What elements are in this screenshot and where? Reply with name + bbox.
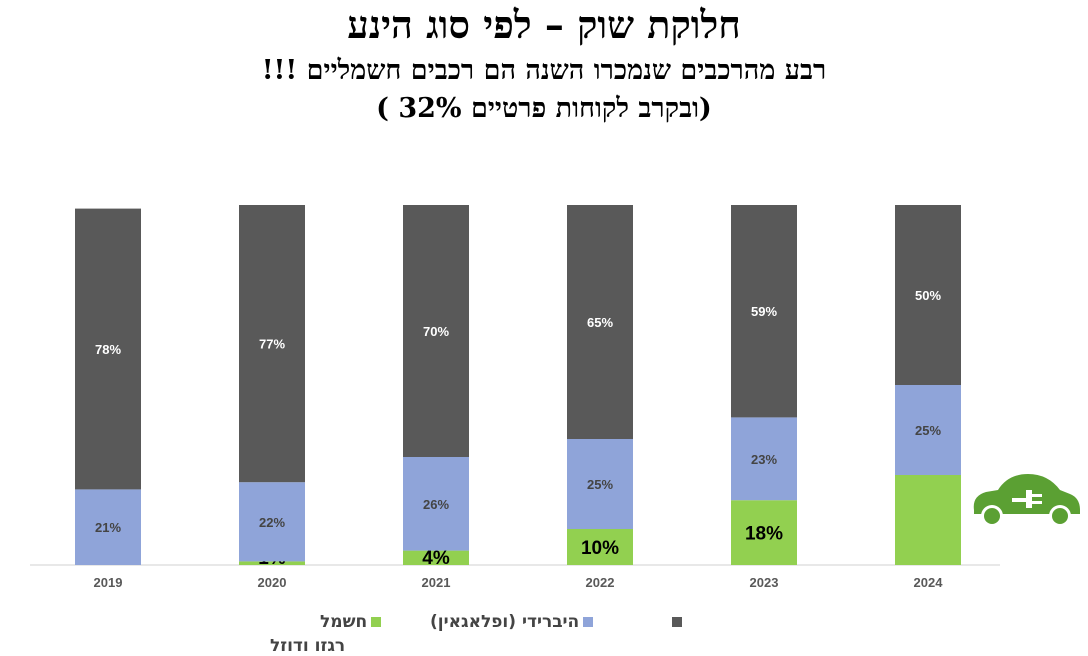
stacked-bar-chart: 0%21%78%20191%22%77%20204%26%70%202110%2…	[30, 205, 1000, 590]
bar-segment	[403, 457, 469, 551]
data-label: 65%	[587, 315, 613, 330]
bar-segment	[403, 205, 469, 457]
legend-swatch	[371, 617, 382, 627]
chart-subtitle-2: (ובקרב לקוחות פרטיים 32% )	[376, 93, 712, 124]
bar-segment	[239, 205, 305, 483]
bar-segment	[731, 500, 797, 565]
chart-title: חלוקת שוק – לפי סוג הינע	[347, 2, 741, 47]
data-label: 50%	[915, 288, 941, 303]
chart-subtitle: רבע מהרכבים שנמכרו השנה הם רכבים חשמליים…	[261, 55, 827, 86]
data-label: 18%	[745, 524, 783, 545]
x-tick-label: 2019	[94, 575, 123, 590]
x-tick-label: 2021	[422, 575, 451, 590]
data-label: 59%	[751, 304, 777, 319]
legend-item-fuel: רגזו ודוזל	[270, 636, 345, 656]
legend-label: חשמל	[320, 612, 368, 632]
bar-segment	[567, 439, 633, 529]
legend-item-electric: חשמל	[320, 612, 382, 632]
legend-swatch	[583, 617, 594, 627]
bar-segment	[75, 208, 141, 490]
data-label: 10%	[581, 538, 619, 559]
data-label: 4%	[422, 548, 450, 569]
data-label: 25%	[915, 423, 941, 438]
bar-segment	[75, 489, 141, 565]
data-label: 26%	[423, 497, 449, 512]
data-label: 21%	[95, 520, 121, 535]
bar-segment	[239, 482, 305, 562]
legend-swatch-fuel	[672, 617, 682, 627]
bar-segment	[731, 417, 797, 501]
data-label: 25%	[587, 477, 613, 492]
data-label: 77%	[259, 337, 285, 352]
data-label: 78%	[95, 342, 121, 357]
x-tick-label: 2024	[914, 575, 944, 590]
data-label: 70%	[423, 324, 449, 339]
bar-segment	[731, 205, 797, 418]
x-tick-label: 2020	[258, 575, 287, 590]
bar-segment	[567, 529, 633, 565]
x-tick-label: 2023	[750, 575, 779, 590]
legend-label: היברידי (ופלאגאין)	[430, 612, 580, 632]
bar-segment	[895, 475, 961, 565]
bar-segment	[403, 550, 469, 565]
x-tick-label: 2022	[586, 575, 615, 590]
bar-segment	[239, 561, 305, 565]
data-label: 23%	[751, 452, 777, 467]
bar-segment	[895, 385, 961, 475]
bar-segment	[895, 205, 961, 385]
legend-item-hybrid: היברידי (ופלאגאין)	[430, 612, 594, 632]
data-label: 22%	[259, 515, 285, 530]
bar-segment	[567, 205, 633, 439]
legend-label: רגזו ודוזל	[270, 636, 346, 656]
electric-car-plug-icon	[973, 474, 1080, 527]
